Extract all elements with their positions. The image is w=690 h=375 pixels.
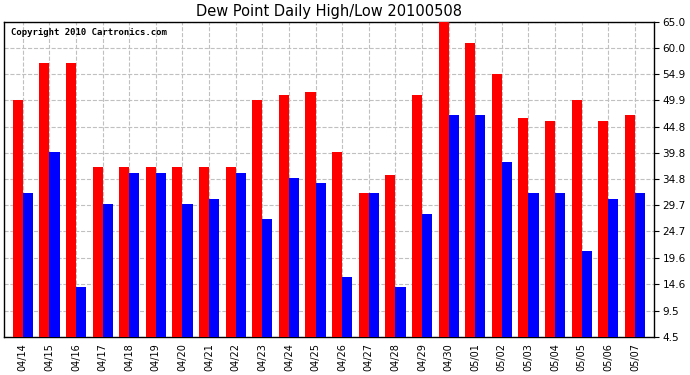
Text: Copyright 2010 Cartronics.com: Copyright 2010 Cartronics.com — [10, 28, 166, 37]
Bar — [156, 172, 166, 337]
Bar — [609, 199, 618, 337]
Bar — [289, 178, 299, 337]
Bar — [555, 194, 565, 337]
Bar — [359, 194, 368, 337]
Bar — [279, 94, 289, 337]
Bar — [12, 100, 23, 337]
Bar — [492, 74, 502, 337]
Bar — [23, 194, 33, 337]
Bar — [518, 118, 529, 337]
Bar — [422, 214, 432, 337]
Bar — [385, 175, 395, 337]
Bar — [635, 194, 645, 337]
Bar — [502, 162, 512, 337]
Bar — [598, 121, 609, 337]
Bar — [412, 94, 422, 337]
Bar — [92, 168, 103, 337]
Bar — [182, 204, 193, 337]
Bar — [226, 168, 236, 337]
Bar — [465, 42, 475, 337]
Bar — [625, 116, 635, 337]
Bar — [368, 194, 379, 337]
Bar — [129, 172, 139, 337]
Bar — [236, 172, 246, 337]
Bar — [119, 168, 129, 337]
Bar — [306, 92, 315, 337]
Bar — [439, 22, 449, 337]
Bar — [475, 116, 485, 337]
Bar — [66, 63, 76, 337]
Bar — [262, 219, 273, 337]
Bar — [448, 116, 459, 337]
Bar — [50, 152, 59, 337]
Bar — [39, 63, 50, 337]
Bar — [146, 168, 156, 337]
Bar — [342, 277, 353, 337]
Bar — [529, 194, 539, 337]
Bar — [199, 168, 209, 337]
Bar — [209, 199, 219, 337]
Bar — [332, 152, 342, 337]
Bar — [545, 121, 555, 337]
Bar — [395, 287, 406, 337]
Bar — [172, 168, 182, 337]
Bar — [582, 251, 592, 337]
Bar — [571, 100, 582, 337]
Title: Dew Point Daily High/Low 20100508: Dew Point Daily High/Low 20100508 — [196, 4, 462, 19]
Bar — [253, 100, 262, 337]
Bar — [103, 204, 112, 337]
Bar — [315, 183, 326, 337]
Bar — [76, 287, 86, 337]
